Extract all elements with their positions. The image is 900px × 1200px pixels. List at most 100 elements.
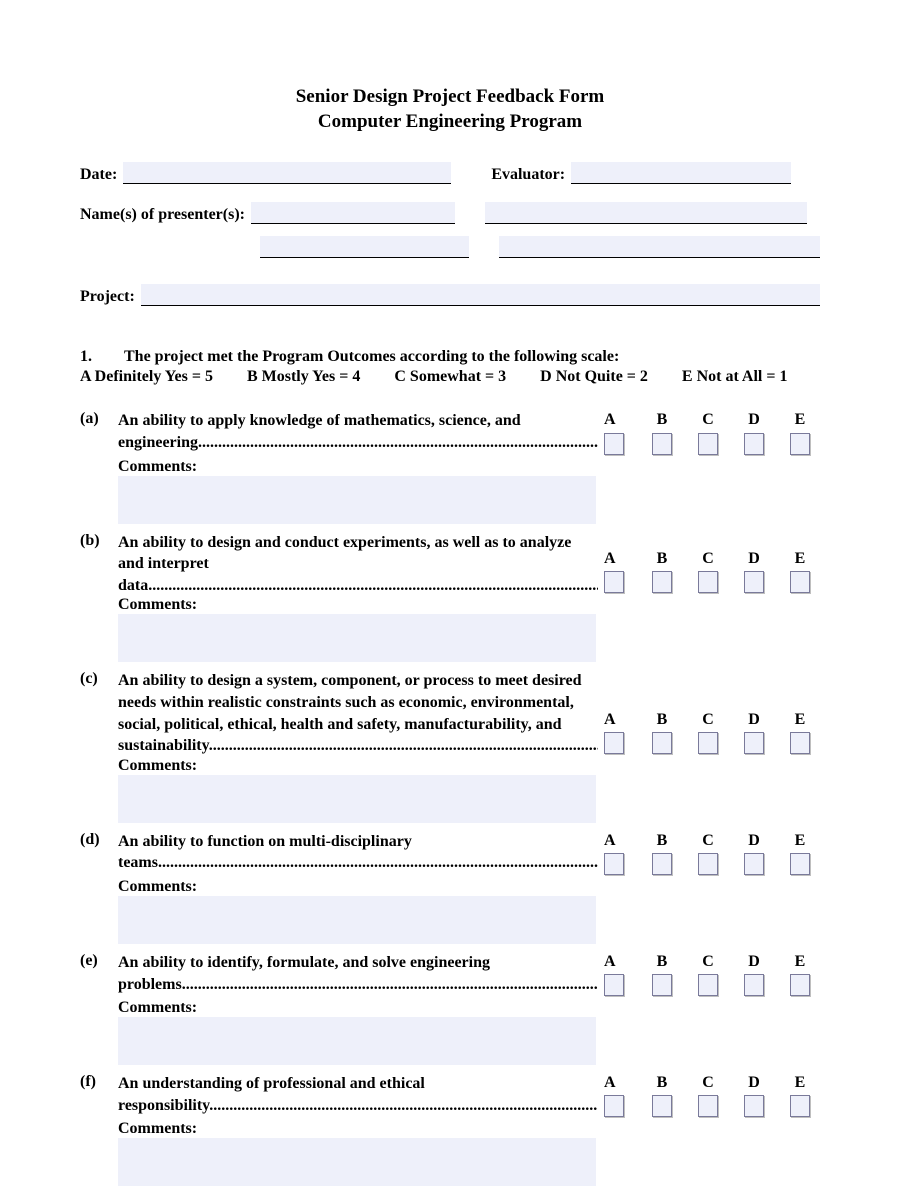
- item-letter-e: (e): [80, 952, 118, 1065]
- rating-b-A: A: [604, 549, 636, 598]
- comments-label-f: Comments:: [118, 1120, 820, 1138]
- item-body-f: An understanding of professional and eth…: [118, 1073, 820, 1186]
- checkbox-b-D[interactable]: [744, 571, 764, 593]
- scale-e: E Not at All = 1: [682, 368, 788, 386]
- rating-label-e-D: D: [734, 952, 774, 971]
- checkbox-d-B[interactable]: [652, 853, 672, 875]
- checkbox-d-D[interactable]: [744, 853, 764, 875]
- item-letter-f: (f): [80, 1073, 118, 1186]
- checkbox-b-C[interactable]: [698, 571, 718, 593]
- checkbox-a-B[interactable]: [652, 433, 672, 455]
- rating-label-d-B: B: [642, 831, 682, 850]
- rating-c-C: C: [688, 710, 728, 759]
- checkbox-f-C[interactable]: [698, 1095, 718, 1117]
- item-body-e: An ability to identify, formulate, and s…: [118, 952, 820, 1065]
- item-d: (d)An ability to function on multi-disci…: [80, 831, 820, 944]
- checkbox-f-A[interactable]: [604, 1095, 624, 1117]
- checkbox-a-E[interactable]: [790, 433, 810, 455]
- checkbox-e-B[interactable]: [652, 974, 672, 996]
- scale-d: D Not Quite = 2: [540, 368, 648, 386]
- item-b: (b)An ability to design and conduct expe…: [80, 532, 820, 663]
- rating-d-C: C: [688, 831, 728, 880]
- title-line-2: Computer Engineering Program: [80, 110, 820, 135]
- item-letter-c: (c): [80, 670, 118, 822]
- rating-label-c-E: E: [780, 710, 820, 729]
- item-f: (f)An understanding of professional and …: [80, 1073, 820, 1186]
- item-text-c: An ability to design a system, component…: [118, 670, 598, 756]
- rating-a-E: E: [780, 410, 820, 459]
- checkbox-e-C[interactable]: [698, 974, 718, 996]
- row-presenters-1: Name(s) of presenter(s):: [80, 202, 820, 224]
- checkbox-f-B[interactable]: [652, 1095, 672, 1117]
- item-text-e: An ability to identify, formulate, and s…: [118, 952, 598, 995]
- checkbox-d-E[interactable]: [790, 853, 810, 875]
- checkbox-b-A[interactable]: [604, 571, 624, 593]
- rating-f-D: D: [734, 1073, 774, 1122]
- ratings-a: ABCDE: [600, 410, 820, 459]
- field-evaluator[interactable]: [571, 162, 791, 184]
- comments-box-a[interactable]: [118, 476, 596, 524]
- field-presenter-1[interactable]: [251, 202, 455, 224]
- rating-label-d-A: A: [604, 831, 636, 850]
- label-project: Project:: [80, 288, 135, 306]
- rating-b-D: D: [734, 549, 774, 598]
- field-presenter-2[interactable]: [485, 202, 807, 224]
- rating-a-A: A: [604, 410, 636, 459]
- ratings-b: ABCDE: [600, 549, 820, 598]
- checkbox-c-D[interactable]: [744, 732, 764, 754]
- rating-a-B: B: [642, 410, 682, 459]
- checkbox-a-C[interactable]: [698, 433, 718, 455]
- rating-label-b-C: C: [688, 549, 728, 568]
- comments-box-d[interactable]: [118, 896, 596, 944]
- rating-b-C: C: [688, 549, 728, 598]
- item-letter-d: (d): [80, 831, 118, 944]
- label-date: Date:: [80, 166, 117, 184]
- comments-label-e: Comments:: [118, 999, 820, 1017]
- rating-label-e-E: E: [780, 952, 820, 971]
- rating-d-A: A: [604, 831, 636, 880]
- comments-box-f[interactable]: [118, 1138, 596, 1186]
- rating-f-B: B: [642, 1073, 682, 1122]
- checkbox-c-C[interactable]: [698, 732, 718, 754]
- checkbox-e-A[interactable]: [604, 974, 624, 996]
- comments-box-b[interactable]: [118, 614, 596, 662]
- checkbox-e-E[interactable]: [790, 974, 810, 996]
- checkbox-b-B[interactable]: [652, 571, 672, 593]
- checkbox-c-A[interactable]: [604, 732, 624, 754]
- checkbox-a-A[interactable]: [604, 433, 624, 455]
- rating-f-C: C: [688, 1073, 728, 1122]
- comments-box-c[interactable]: [118, 775, 596, 823]
- ratings-f: ABCDE: [600, 1073, 820, 1122]
- field-presenter-3[interactable]: [260, 236, 469, 258]
- checkbox-e-D[interactable]: [744, 974, 764, 996]
- row-presenters-2: [80, 236, 820, 258]
- rating-label-f-D: D: [734, 1073, 774, 1092]
- comments-box-e[interactable]: [118, 1017, 596, 1065]
- rating-c-B: B: [642, 710, 682, 759]
- checkbox-d-C[interactable]: [698, 853, 718, 875]
- checkbox-d-A[interactable]: [604, 853, 624, 875]
- item-c: (c)An ability to design a system, compon…: [80, 670, 820, 822]
- rating-a-D: D: [734, 410, 774, 459]
- checkbox-f-D[interactable]: [744, 1095, 764, 1117]
- rating-label-a-E: E: [780, 410, 820, 429]
- item-body-a: An ability to apply knowledge of mathema…: [118, 410, 820, 523]
- checkbox-c-E[interactable]: [790, 732, 810, 754]
- checkbox-b-E[interactable]: [790, 571, 810, 593]
- rating-label-b-B: B: [642, 549, 682, 568]
- label-evaluator: Evaluator:: [491, 166, 565, 184]
- checkbox-a-D[interactable]: [744, 433, 764, 455]
- rating-label-c-D: D: [734, 710, 774, 729]
- rating-e-C: C: [688, 952, 728, 1001]
- rating-label-c-A: A: [604, 710, 636, 729]
- scale-row: A Definitely Yes = 5 B Mostly Yes = 4 C …: [80, 368, 820, 386]
- field-presenter-4[interactable]: [499, 236, 820, 258]
- comments-label-b: Comments:: [118, 596, 820, 614]
- checkbox-c-B[interactable]: [652, 732, 672, 754]
- item-text-f: An understanding of professional and eth…: [118, 1073, 598, 1116]
- field-date[interactable]: [123, 162, 451, 184]
- scale-b: B Mostly Yes = 4: [247, 368, 360, 386]
- field-project[interactable]: [141, 284, 820, 306]
- row-project: Project:: [80, 284, 820, 306]
- checkbox-f-E[interactable]: [790, 1095, 810, 1117]
